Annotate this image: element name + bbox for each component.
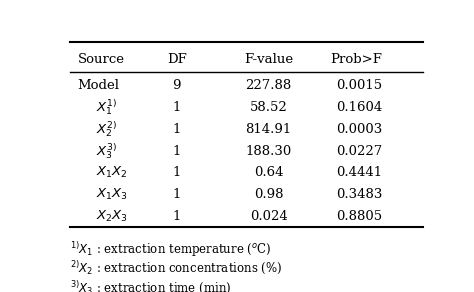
Text: 0.024: 0.024 [250, 210, 288, 223]
Text: $X_1X_2$: $X_1X_2$ [96, 165, 128, 180]
Text: 0.4441: 0.4441 [337, 166, 383, 179]
Text: $^{2)}X_2$ : extraction concentrations (%): $^{2)}X_2$ : extraction concentrations (… [70, 260, 283, 277]
Text: $X_1^{1)}$: $X_1^{1)}$ [96, 98, 117, 117]
Text: 0.0015: 0.0015 [337, 79, 383, 92]
Text: $X_3^{3)}$: $X_3^{3)}$ [96, 141, 117, 161]
Text: 0.8805: 0.8805 [337, 210, 383, 223]
Text: F-value: F-value [244, 53, 293, 66]
Text: 0.0003: 0.0003 [336, 123, 383, 136]
Text: Source: Source [78, 53, 125, 66]
Text: 1: 1 [173, 188, 181, 201]
Text: $X_2^{2)}$: $X_2^{2)}$ [96, 119, 117, 139]
Text: $X_2X_3$: $X_2X_3$ [96, 209, 128, 224]
Text: 1: 1 [173, 145, 181, 158]
Text: $^{1)}X_1$ : extraction temperature ($^o$C): $^{1)}X_1$ : extraction temperature ($^o… [70, 240, 272, 258]
Text: 9: 9 [173, 79, 181, 92]
Text: $^{3)}X_3$ : extraction time (min): $^{3)}X_3$ : extraction time (min) [70, 280, 232, 292]
Text: 1: 1 [173, 101, 181, 114]
Text: Prob>F: Prob>F [331, 53, 383, 66]
Text: 814.91: 814.91 [246, 123, 292, 136]
Text: 0.3483: 0.3483 [336, 188, 383, 201]
Text: Model: Model [78, 79, 119, 92]
Text: 0.98: 0.98 [254, 188, 283, 201]
Text: 1: 1 [173, 123, 181, 136]
Text: 1: 1 [173, 210, 181, 223]
Text: 58.52: 58.52 [250, 101, 288, 114]
Text: 0.64: 0.64 [254, 166, 283, 179]
Text: 0.1604: 0.1604 [336, 101, 383, 114]
Text: 188.30: 188.30 [246, 145, 292, 158]
Text: 1: 1 [173, 166, 181, 179]
Text: DF: DF [167, 53, 187, 66]
Text: 0.0227: 0.0227 [336, 145, 383, 158]
Text: 227.88: 227.88 [246, 79, 292, 92]
Text: $X_1X_3$: $X_1X_3$ [96, 187, 128, 202]
